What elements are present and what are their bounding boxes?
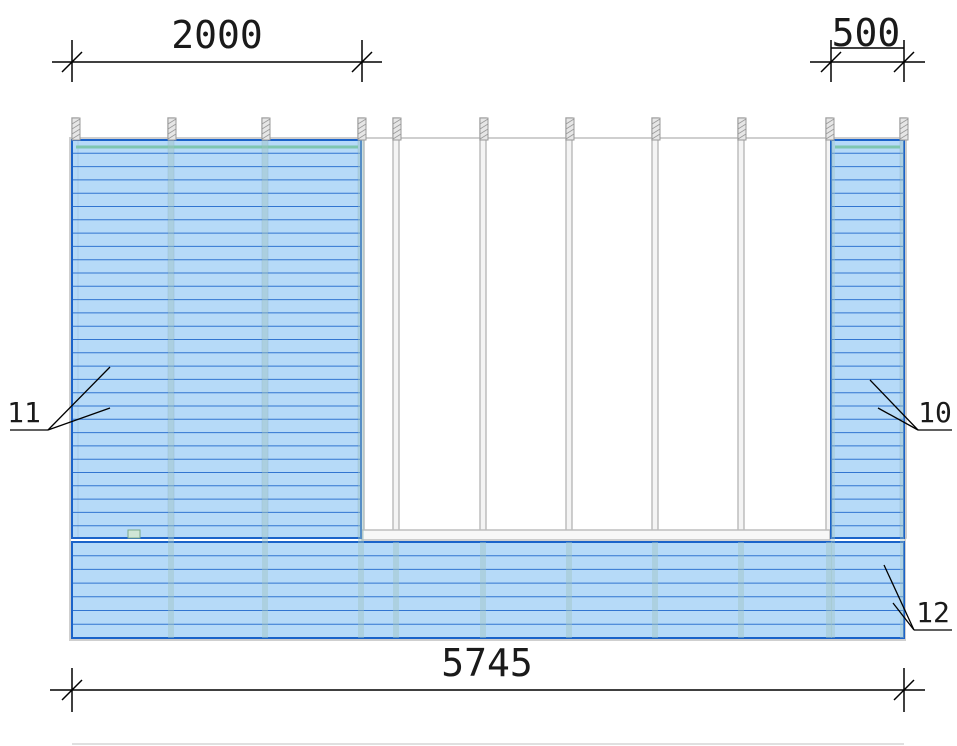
stud-cap-hatch — [167, 133, 177, 140]
stud-cap-hatch — [357, 123, 367, 130]
callout-label-10: 10 — [918, 396, 952, 429]
stud-cap-hatch — [651, 118, 661, 125]
stud-overlay — [566, 542, 572, 638]
stud-overlay — [358, 140, 364, 638]
stud-cap-hatch — [357, 118, 367, 125]
stud-cap-hatch — [899, 133, 909, 140]
stud-cap-hatch — [737, 128, 747, 135]
stud-cap-hatch — [479, 128, 489, 135]
stud — [392, 117, 400, 539]
stud-cap-hatch — [651, 133, 661, 140]
stud-cap-hatch — [479, 133, 489, 140]
stud-cap-hatch — [392, 128, 402, 135]
stud-cap-hatch — [71, 128, 81, 135]
stud — [737, 117, 745, 539]
stud-cap-hatch — [261, 133, 271, 140]
stud — [565, 117, 573, 539]
stud-cap-hatch — [261, 123, 271, 130]
stud-overlay — [738, 542, 744, 638]
stud-cap-hatch — [71, 123, 81, 130]
opening-sill — [361, 529, 831, 541]
stud — [479, 117, 487, 539]
stud-cap-hatch — [357, 128, 367, 135]
stud-cap-hatch — [825, 128, 835, 135]
stud-cap-hatch — [357, 133, 367, 140]
callout-leader-11 — [10, 366, 111, 431]
stud-cap-hatch — [651, 123, 661, 130]
stud-cap-hatch — [392, 123, 402, 130]
callout-leader-12 — [883, 564, 952, 631]
stud-cap-hatch — [899, 118, 909, 125]
stud-cap-hatch — [825, 133, 835, 140]
stud-overlay — [826, 542, 832, 638]
dimension-bottom — [50, 668, 925, 712]
stud-cap-hatch — [737, 133, 747, 140]
callout-leader-10 — [869, 379, 952, 431]
stud-cap-hatch — [899, 128, 909, 135]
dimension-bottom-label: 5745 — [441, 641, 533, 685]
stud-cap-hatch — [565, 118, 575, 125]
dimension-top-right — [810, 40, 925, 82]
dimension-top-left-label: 2000 — [171, 13, 263, 57]
stud-cap-hatch — [479, 123, 489, 130]
stud-cap-hatch — [479, 118, 489, 125]
stud-cap-hatch — [899, 123, 909, 130]
stud-overlay — [262, 140, 268, 638]
stud-cap-hatch — [167, 118, 177, 125]
callout-label-11: 11 — [7, 396, 41, 429]
stud-overlay — [900, 140, 904, 638]
stud-cap-hatch — [737, 118, 747, 125]
sheathing-panels — [71, 139, 905, 639]
stud-cap-hatch — [737, 123, 747, 130]
stud-cap-hatch — [392, 133, 402, 140]
stud-cap-hatch — [71, 133, 81, 140]
dimension-top-left — [52, 40, 382, 82]
stud-overlay — [652, 542, 658, 638]
stud-cap-hatch — [167, 128, 177, 135]
stud — [651, 117, 659, 539]
stud-overlay — [480, 542, 486, 638]
callout-label-12: 12 — [916, 596, 950, 629]
panel-bottom — [71, 541, 905, 639]
stud-cap-hatch — [261, 128, 271, 135]
stud-overlay — [831, 140, 835, 638]
stud-cap-hatch — [565, 128, 575, 135]
panel-marker — [127, 529, 141, 539]
stud-cap-hatch — [651, 128, 661, 135]
stud-cap-hatch — [825, 118, 835, 125]
stud-cap-hatch — [261, 118, 271, 125]
frame-studs-overlay — [168, 140, 904, 638]
dimension-top-right-label: 500 — [832, 11, 901, 55]
stud-cap-hatch — [565, 133, 575, 140]
stud-overlay — [168, 140, 174, 638]
stud-cap-hatch — [167, 123, 177, 130]
board-lines — [72, 145, 904, 639]
stud-cap-hatch — [392, 118, 402, 125]
stud-caps — [71, 117, 909, 141]
stud-cap-hatch — [565, 123, 575, 130]
stud-overlay — [393, 542, 399, 638]
stud-cap-hatch — [71, 118, 81, 125]
stud-cap-hatch — [825, 123, 835, 130]
